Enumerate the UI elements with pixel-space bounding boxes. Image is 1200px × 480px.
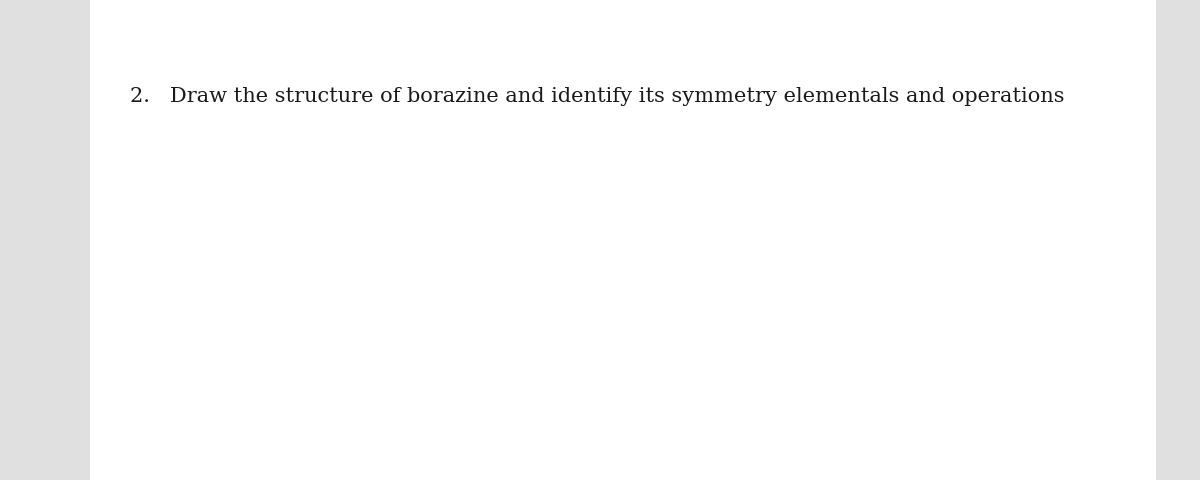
Bar: [0, 0, 90, 480]
Bar: [90, 0, 1156, 480]
Bar: [1156, 0, 1200, 480]
Text: 2.   Draw the structure of borazine and identify its symmetry elementals and ope: 2. Draw the structure of borazine and id…: [130, 86, 1064, 106]
